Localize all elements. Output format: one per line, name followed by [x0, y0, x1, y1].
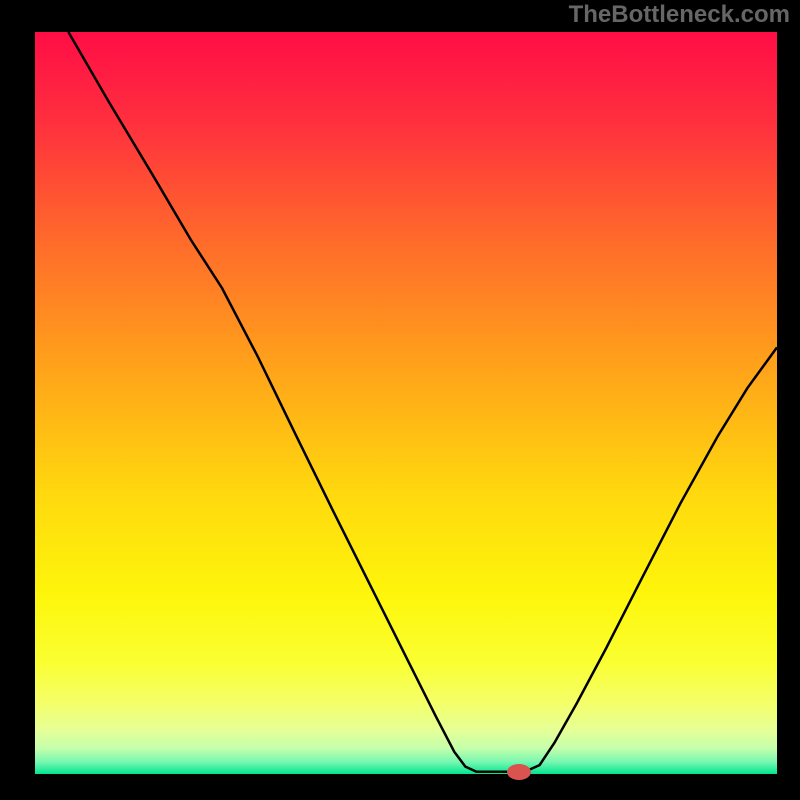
plot-svg [35, 32, 777, 774]
gradient-background [35, 32, 777, 774]
optimal-point-marker [507, 764, 531, 780]
plot-area [35, 32, 777, 774]
chart-frame: TheBottleneck.com [0, 0, 800, 800]
watermark-text: TheBottleneck.com [569, 1, 790, 29]
